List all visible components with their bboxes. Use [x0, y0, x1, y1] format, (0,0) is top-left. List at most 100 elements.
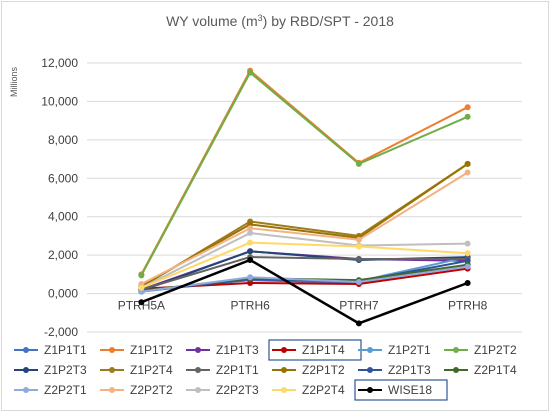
data-point	[464, 113, 471, 120]
legend-label: Z1P1T3	[216, 343, 259, 357]
legend-label: Z2P2T2	[130, 383, 173, 397]
data-point	[355, 160, 362, 167]
legend-entry-z1p1t1: Z1P1T1	[14, 343, 87, 357]
data-point	[247, 256, 254, 263]
legend-label: Z1P2T3	[44, 363, 87, 377]
x-axis-categories: PTRH5A PTRH6 PTRH7 PTRH8	[118, 299, 488, 313]
data-point	[355, 255, 362, 262]
legend-label: Z1P1T4	[302, 343, 345, 357]
legend-marker	[109, 387, 115, 393]
data-point	[464, 263, 471, 270]
legend-label: Z1P1T1	[44, 343, 87, 357]
legend-entry-z1p1t3: Z1P1T3	[186, 343, 259, 357]
y-tick-label: 8,000	[48, 133, 78, 147]
data-point	[355, 236, 362, 243]
legend-marker	[23, 387, 29, 393]
legend-marker	[367, 387, 373, 393]
series-z2p2t2	[138, 169, 471, 287]
series-z2p2t4	[138, 239, 471, 291]
data-point	[355, 320, 362, 327]
legend-label: Z2P2T3	[216, 383, 259, 397]
legend-highlight-box	[354, 379, 448, 401]
legend-entry-z2p2t3: Z2P2T3	[186, 383, 259, 397]
legend-label: WISE18	[388, 383, 432, 397]
y-axis-unit-label: Millions	[9, 67, 19, 98]
legend-entry-z2p2t1: Z2P2T1	[14, 383, 87, 397]
data-point	[138, 272, 145, 279]
legend-marker	[453, 347, 459, 353]
data-point	[247, 248, 254, 255]
legend-marker	[109, 367, 115, 373]
series-line	[140, 171, 469, 285]
y-tick-label: 4,000	[48, 210, 78, 224]
data-point	[464, 250, 471, 257]
legend-label: Z2P2T4	[302, 383, 345, 397]
data-point	[464, 169, 471, 176]
legend-entry-wise18: WISE18	[354, 379, 448, 401]
legend-marker	[195, 367, 201, 373]
y-tick-label: -2,000	[44, 325, 78, 339]
x-category-label: PTRH6	[230, 299, 270, 313]
x-category-label: PTRH7	[339, 299, 379, 313]
legend-marker	[195, 347, 201, 353]
series-line	[141, 256, 468, 291]
series-line	[141, 265, 468, 293]
chart-title-superscript: 3	[258, 13, 263, 23]
gridlines	[87, 62, 522, 333]
legend-label: Z2P1T3	[388, 363, 431, 377]
data-point	[464, 280, 471, 287]
legend-entry-z1p1t2: Z1P1T2	[100, 343, 173, 357]
series-lines	[138, 67, 471, 327]
legend: Z1P1T1 Z1P1T2 Z1P1T3 Z1P1T4 Z1P2T1 Z1P2T2 Z1P2…	[14, 339, 517, 401]
data-point	[464, 160, 471, 167]
legend-marker	[23, 347, 29, 353]
legend-marker	[453, 367, 459, 373]
data-point	[247, 239, 254, 246]
y-tick-label: 2,000	[48, 248, 78, 262]
legend-marker	[109, 347, 115, 353]
legend-label: Z1P2T1	[388, 343, 431, 357]
data-point	[138, 284, 145, 291]
data-point	[247, 225, 254, 232]
series-line	[140, 71, 469, 276]
series-wise18	[138, 256, 471, 327]
data-point	[464, 104, 471, 111]
legend-entry-z2p1t1: Z2P1T1	[186, 363, 259, 377]
x-category-label: PTRH5A	[118, 299, 165, 313]
data-point	[247, 274, 254, 281]
chart-title: WY volume (m3) by RBD/SPT - 2018	[166, 13, 394, 29]
series-line	[140, 232, 468, 289]
legend-entry-z1p2t1: Z1P2T1	[358, 343, 431, 357]
legend-entry-z2p2t2: Z2P2T2	[100, 383, 173, 397]
series-line	[140, 258, 469, 325]
data-point	[247, 69, 254, 76]
y-tick-label: 10,000	[41, 94, 78, 108]
legend-entry-z2p1t2: Z2P1T2	[272, 363, 345, 377]
legend-label: Z2P1T2	[302, 363, 345, 377]
legend-entry-z2p2t4: Z2P2T4	[272, 383, 345, 397]
data-point	[138, 299, 145, 306]
legend-label: Z1P1T2	[130, 343, 173, 357]
legend-label: Z1P2T2	[474, 343, 517, 357]
legend-label: Z1P2T4	[130, 363, 173, 377]
legend-marker	[367, 347, 373, 353]
data-point	[355, 279, 362, 286]
legend-entry-z2p1t3: Z2P1T3	[358, 363, 431, 377]
legend-marker	[281, 347, 287, 353]
legend-marker	[367, 367, 373, 373]
series-line	[140, 241, 468, 289]
data-point	[464, 240, 471, 247]
legend-marker	[281, 367, 287, 373]
legend-entry-z1p2t2: Z1P2T2	[444, 343, 517, 357]
y-tick-label: 12,000	[41, 56, 78, 70]
legend-marker	[281, 387, 287, 393]
legend-marker	[195, 387, 201, 393]
legend-label: Z2P1T1	[216, 363, 259, 377]
legend-marker	[23, 367, 29, 373]
legend-label: Z2P1T4	[474, 363, 517, 377]
legend-entry-z1p1t4: Z1P1T4	[268, 339, 362, 361]
x-category-label: PTRH8	[448, 299, 488, 313]
y-tick-label: 0,000	[48, 287, 78, 301]
